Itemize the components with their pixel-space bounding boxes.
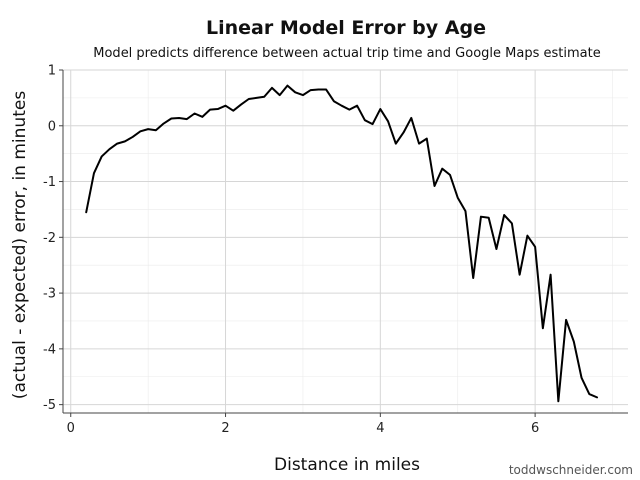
y-tick-label: 0 <box>48 119 56 134</box>
y-axis-label: (actual - expected) error, in minutes <box>10 91 30 400</box>
y-tick-label: -1 <box>43 175 56 190</box>
y-tick-label: -4 <box>43 342 56 357</box>
chart-subtitle: Model predicts difference between actual… <box>93 46 600 61</box>
x-tick-label: 4 <box>376 421 384 436</box>
credit-text: toddwschneider.com <box>509 463 633 477</box>
chart-title: Linear Model Error by Age <box>206 17 486 39</box>
y-tick-label: -3 <box>43 287 56 302</box>
x-tick-label: 2 <box>221 421 229 436</box>
plot-background <box>63 70 628 413</box>
x-axis-label: Distance in miles <box>274 455 420 475</box>
x-tick-label: 0 <box>67 421 75 436</box>
y-tick-label: -2 <box>43 231 56 246</box>
y-tick-label: -5 <box>43 398 56 413</box>
plot-area: 0 2 4 6 1 0 -1 -2 -3 -4 -5 <box>43 64 628 436</box>
series-line <box>85 84 599 403</box>
y-tick-label: 1 <box>48 64 56 79</box>
x-tick-label: 6 <box>531 421 539 436</box>
